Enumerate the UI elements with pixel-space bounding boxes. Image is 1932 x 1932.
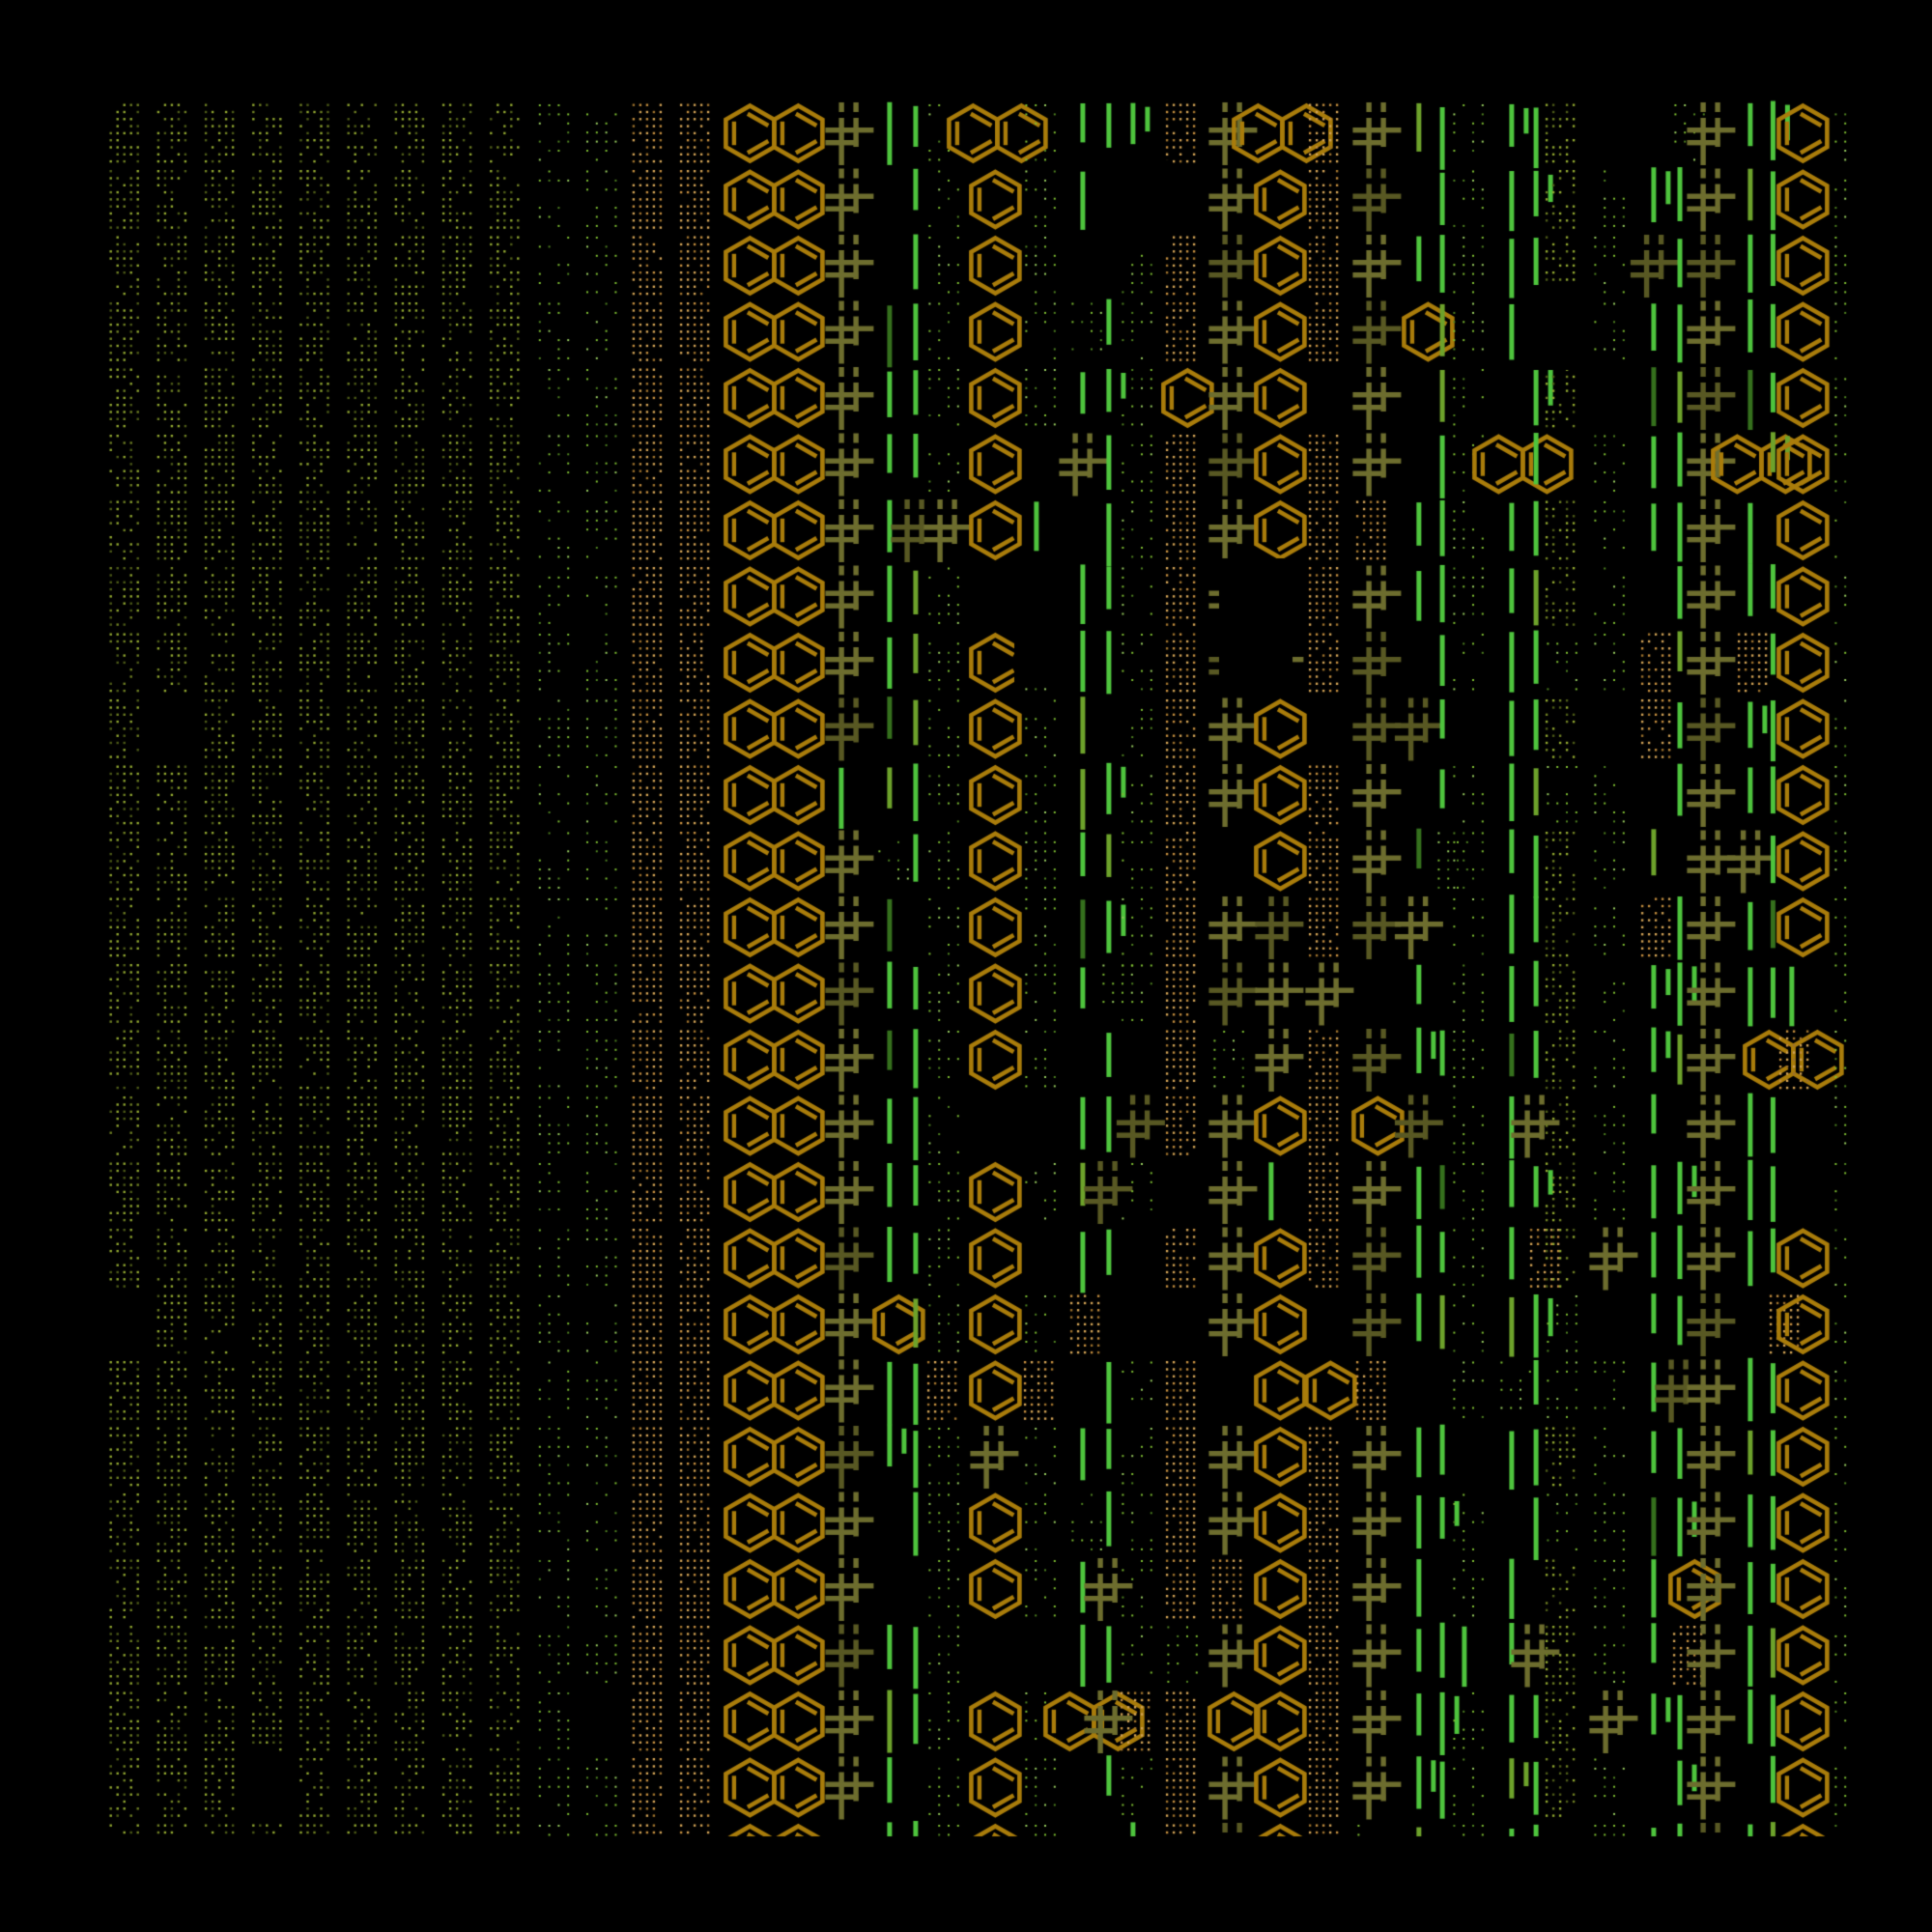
generative-artwork-page [0,0,1932,1932]
artwork-canvas [0,0,1932,1932]
